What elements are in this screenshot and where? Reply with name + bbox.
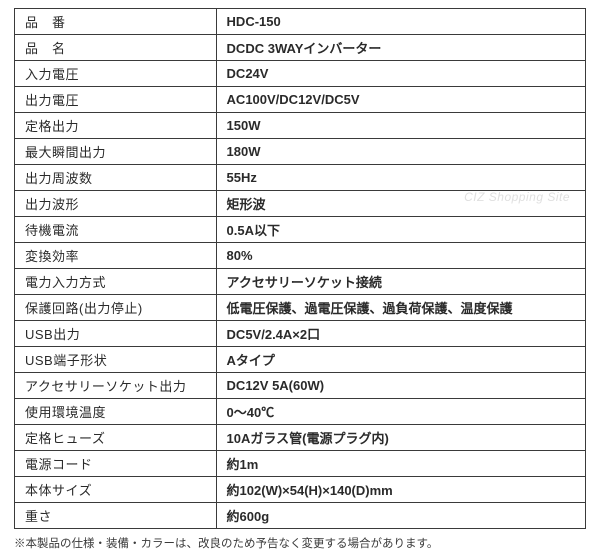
table-row: 品 名DCDC 3WAYインバーター xyxy=(15,35,586,61)
table-row: 品 番HDC-150 xyxy=(15,9,586,35)
table-row: 電源コード約1m xyxy=(15,451,586,477)
spec-label: 電源コード xyxy=(15,451,217,477)
table-row: 電力入力方式アクセサリーソケット接続 xyxy=(15,269,586,295)
spec-label: 待機電流 xyxy=(15,217,217,243)
spec-label: 品 番 xyxy=(15,9,217,35)
spec-label: USB端子形状 xyxy=(15,347,217,373)
spec-value: 低電圧保護、過電圧保護、過負荷保護、温度保護 xyxy=(216,295,585,321)
spec-label: アクセサリーソケット出力 xyxy=(15,373,217,399)
spec-label: 出力周波数 xyxy=(15,165,217,191)
spec-value: Aタイプ xyxy=(216,347,585,373)
table-row: 重さ約600g xyxy=(15,503,586,529)
spec-label: 重さ xyxy=(15,503,217,529)
spec-value: アクセサリーソケット接続 xyxy=(216,269,585,295)
table-row: 本体サイズ約102(W)×54(H)×140(D)mm xyxy=(15,477,586,503)
table-row: 出力周波数55Hz xyxy=(15,165,586,191)
spec-label: 定格ヒューズ xyxy=(15,425,217,451)
spec-value: 約102(W)×54(H)×140(D)mm xyxy=(216,477,585,503)
spec-value: 矩形波 xyxy=(216,191,585,217)
table-row: 出力波形矩形波 xyxy=(15,191,586,217)
spec-value: 約1m xyxy=(216,451,585,477)
spec-label: USB出力 xyxy=(15,321,217,347)
spec-label: 品 名 xyxy=(15,35,217,61)
spec-value: DC5V/2.4A×2口 xyxy=(216,321,585,347)
spec-value: 150W xyxy=(216,113,585,139)
table-row: 定格ヒューズ10Aガラス管(電源プラグ内) xyxy=(15,425,586,451)
spec-label: 変換効率 xyxy=(15,243,217,269)
spec-label: 入力電圧 xyxy=(15,61,217,87)
spec-label: 出力波形 xyxy=(15,191,217,217)
spec-value: AC100V/DC12V/DC5V xyxy=(216,87,585,113)
table-row: 入力電圧DC24V xyxy=(15,61,586,87)
table-row: 定格出力150W xyxy=(15,113,586,139)
spec-label: 定格出力 xyxy=(15,113,217,139)
spec-value: 0.5A以下 xyxy=(216,217,585,243)
spec-table: 品 番HDC-150品 名DCDC 3WAYインバーター入力電圧DC24V出力電… xyxy=(14,8,586,529)
table-row: 使用環境温度0～40℃ xyxy=(15,399,586,425)
spec-value: 180W xyxy=(216,139,585,165)
footnote: ※本製品の仕様・装備・カラーは、改良のため予告なく変更する場合があります。 xyxy=(14,535,586,551)
spec-value: 55Hz xyxy=(216,165,585,191)
table-row: アクセサリーソケット出力DC12V 5A(60W) xyxy=(15,373,586,399)
spec-label: 出力電圧 xyxy=(15,87,217,113)
table-row: 変換効率80% xyxy=(15,243,586,269)
spec-value: DCDC 3WAYインバーター xyxy=(216,35,585,61)
spec-label: 使用環境温度 xyxy=(15,399,217,425)
table-row: 待機電流0.5A以下 xyxy=(15,217,586,243)
spec-value: 80% xyxy=(216,243,585,269)
spec-value: DC12V 5A(60W) xyxy=(216,373,585,399)
table-row: 出力電圧AC100V/DC12V/DC5V xyxy=(15,87,586,113)
spec-label: 最大瞬間出力 xyxy=(15,139,217,165)
spec-label: 本体サイズ xyxy=(15,477,217,503)
table-row: 保護回路(出力停止)低電圧保護、過電圧保護、過負荷保護、温度保護 xyxy=(15,295,586,321)
table-row: USB出力DC5V/2.4A×2口 xyxy=(15,321,586,347)
spec-value: 10Aガラス管(電源プラグ内) xyxy=(216,425,585,451)
spec-value: 0～40℃ xyxy=(216,399,585,425)
table-row: 最大瞬間出力180W xyxy=(15,139,586,165)
spec-value: HDC-150 xyxy=(216,9,585,35)
spec-label: 電力入力方式 xyxy=(15,269,217,295)
table-row: USB端子形状Aタイプ xyxy=(15,347,586,373)
spec-table-body: 品 番HDC-150品 名DCDC 3WAYインバーター入力電圧DC24V出力電… xyxy=(15,9,586,529)
spec-value: 約600g xyxy=(216,503,585,529)
spec-value: DC24V xyxy=(216,61,585,87)
spec-label: 保護回路(出力停止) xyxy=(15,295,217,321)
